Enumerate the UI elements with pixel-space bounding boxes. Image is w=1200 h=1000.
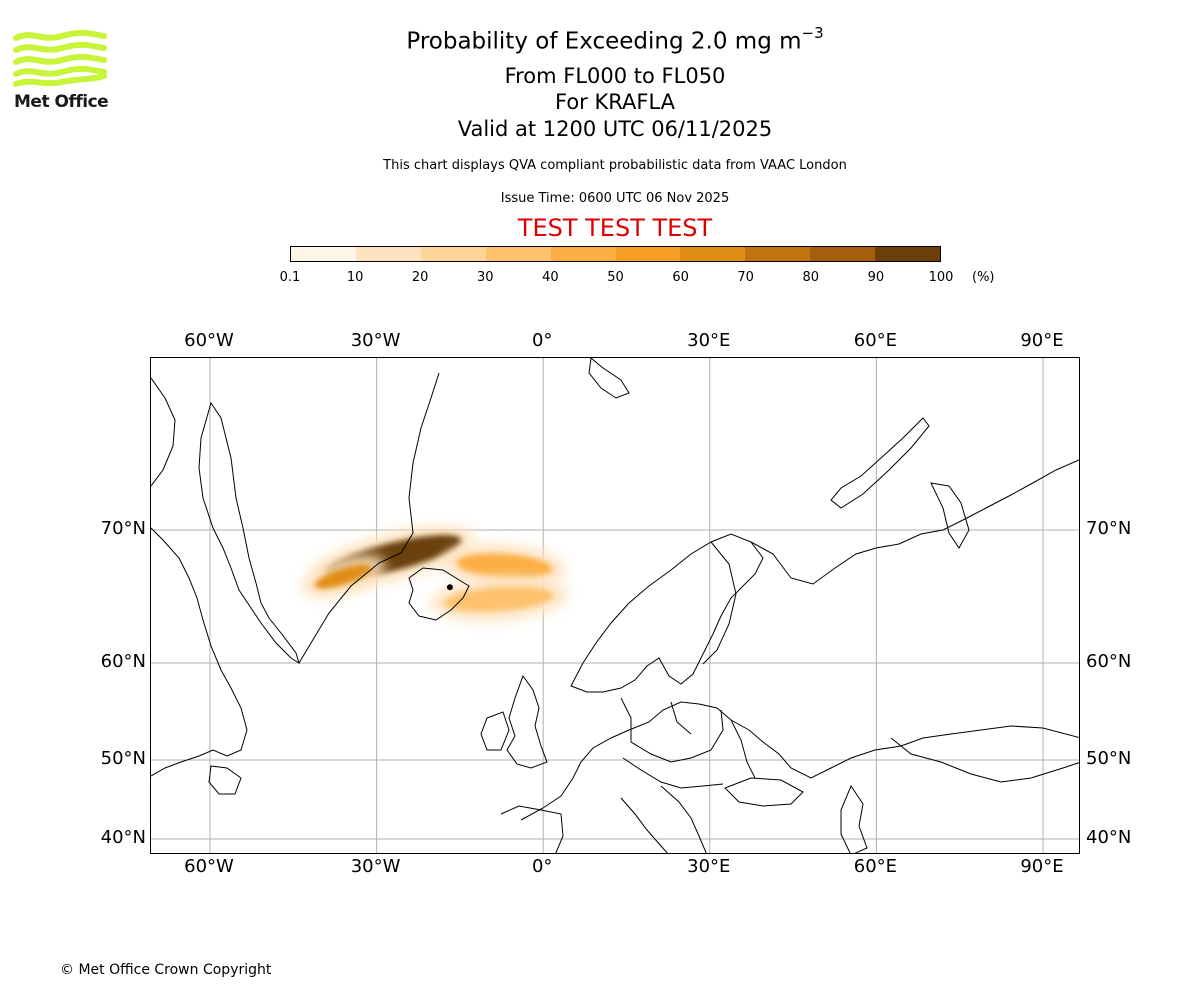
colorbar-unit: (%) [972, 270, 995, 285]
colorbar-segment-4 [550, 247, 616, 261]
longitude-label: 60°E [853, 330, 898, 351]
copyright-footer: © Met Office Crown Copyright [60, 962, 272, 978]
title-text: Probability of Exceeding 2.0 mg m [406, 28, 802, 55]
logo-text: Met Office [14, 92, 109, 112]
longitude-label: 30°E [687, 856, 731, 877]
colorbar-tick-label: 70 [737, 270, 754, 285]
longitude-label: 0° [531, 856, 553, 877]
coastline-canada [151, 527, 248, 777]
colorbar-segment-3 [485, 247, 551, 261]
colorbar-tick-label: 20 [411, 270, 429, 285]
colorbar-segment-1 [355, 247, 421, 261]
latitude-label: 60°N [100, 651, 146, 672]
coastline-iceland [408, 567, 470, 621]
volcano-marker [446, 584, 453, 591]
borders-europe [620, 697, 756, 789]
coastline-novaya-zemlya [830, 417, 930, 509]
valid-time: Valid at 1200 UTC 06/11/2025 [457, 117, 773, 141]
colorbar-segment-5 [615, 247, 681, 261]
coastline-russia-north [750, 459, 1079, 585]
coastline-iberia [500, 805, 564, 853]
map-panel [150, 357, 1080, 854]
longitude-label: 60°W [184, 330, 234, 351]
coastline-black-sea [724, 777, 804, 807]
plume-east-plume-north [456, 553, 553, 579]
issue-time: Issue Time: 0600 UTC 06 Nov 2025 [500, 191, 730, 206]
coastline-italy [620, 797, 668, 853]
longitude-label: 90°E [1020, 856, 1064, 877]
coastline-yamal [930, 482, 970, 549]
flight-levels: From FL000 to FL050 [504, 64, 726, 88]
colorbar-tick-label: 40 [542, 270, 559, 285]
coastline-ireland [480, 711, 510, 751]
plume-east-plume-south [443, 586, 554, 612]
latitude-label: 50°N [100, 748, 146, 769]
latitude-label: 50°N [1086, 748, 1132, 769]
chart-description: This chart displays QVA compliant probab… [383, 158, 847, 173]
test-banner: TEST TEST TEST [517, 214, 713, 242]
colorbar [290, 246, 941, 262]
latitude-label: 70°N [1086, 518, 1132, 539]
chart-title: Probability of Exceeding 2.0 mg m−3 [215, 24, 1015, 55]
longitude-label: 30°E [687, 330, 731, 351]
colorbar-segment-2 [420, 247, 486, 261]
colorbar-tick-label: 50 [607, 270, 624, 285]
coastline-newfoundland [208, 765, 242, 795]
title-superscript: −3 [801, 24, 824, 42]
colorbar-tick-label: 90 [867, 270, 885, 285]
coastlines [151, 358, 1079, 853]
longitude-label: 0° [531, 330, 553, 351]
coastline-svalbard [588, 358, 630, 399]
colorbar-segment-0 [291, 247, 356, 261]
longitude-label: 60°W [184, 856, 234, 877]
colorbar-tick-label: 100 [928, 270, 954, 285]
volcano-name: For KRAFLA [555, 90, 675, 114]
colorbar-tick-label: 30 [477, 270, 494, 285]
longitude-label: 90°E [1020, 330, 1064, 351]
map-canvas [151, 358, 1079, 853]
coastline-scandinavia [570, 533, 764, 693]
coastline-greenland-east [298, 372, 440, 664]
colorbar-tick-label: 10 [346, 270, 364, 285]
latitude-label: 60°N [1086, 651, 1132, 672]
longitude-label: 60°E [853, 856, 898, 877]
coastline-baffin [151, 377, 176, 487]
coastline-britain [506, 674, 548, 769]
plume-west-plume-fringe [314, 564, 372, 589]
colorbar-tick-label: 60 [672, 270, 689, 285]
longitude-label: 30°W [350, 856, 401, 877]
colorbar-segment-7 [745, 247, 811, 261]
coastline-finland [702, 541, 737, 665]
coastline-greenland [198, 401, 300, 665]
longitude-label: 30°W [350, 330, 401, 351]
met-office-logo [13, 29, 107, 87]
coastline-caspian [840, 784, 868, 853]
latitude-label: 40°N [100, 827, 146, 848]
colorbar-tick-label: 0.1 [279, 270, 301, 285]
coastline-central-asia [890, 737, 1079, 783]
colorbar-segment-9 [875, 247, 941, 261]
gridlines [151, 358, 1079, 853]
colorbar-segment-8 [810, 247, 876, 261]
colorbar-segment-6 [680, 247, 746, 261]
latitude-label: 40°N [1086, 827, 1132, 848]
colorbar-tick-label: 80 [802, 270, 820, 285]
coastline-balkans [660, 785, 707, 853]
latitude-label: 70°N [100, 518, 146, 539]
coastline-europe [520, 701, 1079, 821]
